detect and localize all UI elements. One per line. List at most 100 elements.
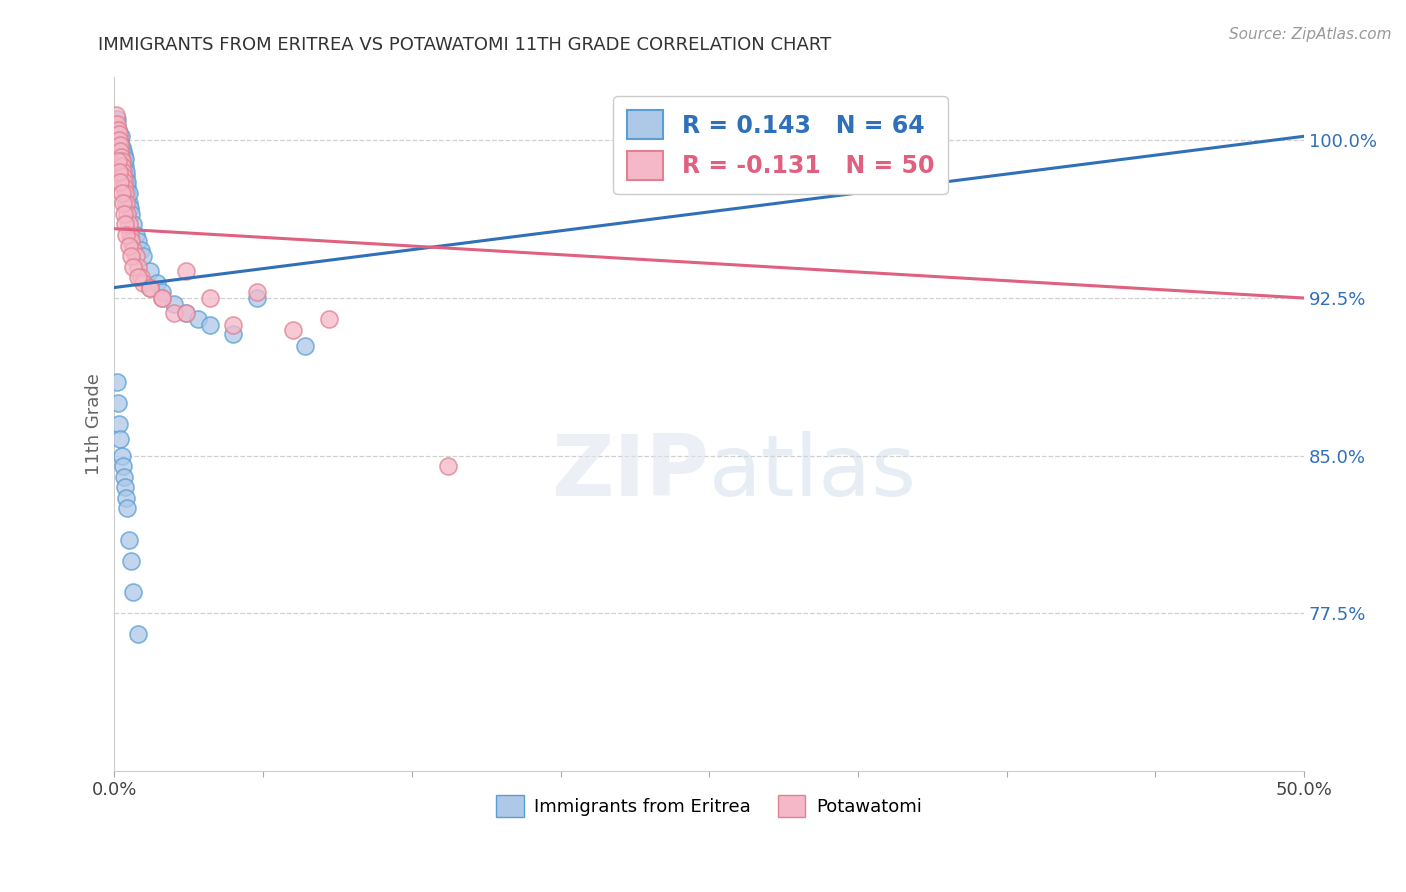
Point: [122, 218, 145, 232]
Point: [146, 277, 169, 291]
Legend: Immigrants from Eritrea, Potawatomi: Immigrants from Eritrea, Potawatomi: [489, 788, 929, 824]
Point: [122, 585, 145, 599]
Point: [108, 137, 131, 152]
Point: [108, 165, 131, 179]
Point: [118, 218, 141, 232]
Point: [110, 144, 132, 158]
Point: [436, 459, 458, 474]
Point: [107, 127, 129, 141]
Y-axis label: 11th Grade: 11th Grade: [86, 373, 103, 475]
Point: [120, 249, 142, 263]
Point: [118, 533, 141, 547]
Point: [105, 108, 128, 122]
Point: [117, 176, 139, 190]
Point: [150, 291, 173, 305]
Point: [120, 207, 142, 221]
Point: [174, 306, 197, 320]
Point: [115, 179, 138, 194]
Point: [114, 169, 136, 184]
Text: Source: ZipAtlas.com: Source: ZipAtlas.com: [1229, 27, 1392, 42]
Point: [108, 131, 131, 145]
Point: [105, 112, 128, 127]
Point: [118, 196, 141, 211]
Point: [246, 291, 269, 305]
Point: [105, 375, 128, 389]
Point: [115, 196, 138, 211]
Point: [110, 129, 132, 144]
Point: [108, 137, 131, 152]
Point: [120, 235, 142, 249]
Point: [110, 154, 132, 169]
Point: [127, 260, 149, 274]
Point: [111, 159, 134, 173]
Point: [222, 326, 245, 341]
Point: [115, 165, 138, 179]
Point: [125, 249, 148, 263]
Point: [118, 201, 141, 215]
Point: [118, 238, 141, 252]
Point: [112, 148, 135, 162]
Point: [110, 144, 132, 158]
Point: [118, 186, 141, 200]
Point: [112, 169, 135, 184]
Point: [174, 306, 197, 320]
Point: [132, 249, 155, 263]
Point: [129, 243, 152, 257]
Point: [115, 227, 138, 242]
Text: IMMIGRANTS FROM ERITREA VS POTAWATOMI 11TH GRADE CORRELATION CHART: IMMIGRANTS FROM ERITREA VS POTAWATOMI 11…: [98, 36, 832, 54]
Point: [112, 159, 135, 173]
Point: [294, 339, 316, 353]
Point: [139, 263, 162, 277]
Point: [125, 227, 148, 242]
Point: [114, 153, 136, 167]
Point: [129, 270, 152, 285]
Point: [111, 165, 134, 179]
Point: [163, 306, 186, 320]
Point: [111, 150, 134, 164]
Point: [132, 277, 155, 291]
Point: [111, 459, 134, 474]
Point: [198, 318, 221, 333]
Point: [110, 176, 132, 190]
Point: [127, 627, 149, 641]
Point: [110, 449, 132, 463]
Point: [150, 285, 173, 299]
Point: [281, 322, 304, 336]
Point: [110, 150, 132, 164]
Point: [105, 129, 128, 144]
Point: [122, 243, 145, 257]
Point: [117, 186, 139, 200]
Point: [108, 417, 131, 431]
Point: [112, 179, 135, 194]
Point: [105, 117, 128, 131]
Point: [107, 127, 129, 141]
Point: [104, 123, 127, 137]
Point: [112, 207, 135, 221]
Text: atlas: atlas: [709, 431, 917, 514]
Point: [222, 318, 245, 333]
Point: [107, 123, 129, 137]
Point: [111, 196, 134, 211]
Point: [114, 186, 136, 200]
Point: [107, 154, 129, 169]
Point: [110, 144, 132, 158]
Point: [118, 227, 141, 242]
Point: [174, 263, 197, 277]
Point: [115, 491, 138, 505]
Text: ZIP: ZIP: [551, 431, 709, 514]
Point: [110, 186, 132, 200]
Point: [163, 297, 186, 311]
Point: [120, 553, 142, 567]
Point: [115, 176, 138, 190]
Point: [112, 469, 135, 483]
Point: [107, 396, 129, 410]
Point: [117, 207, 139, 221]
Point: [187, 312, 209, 326]
Point: [150, 291, 173, 305]
Point: [114, 480, 136, 494]
Point: [112, 165, 135, 179]
Point: [105, 117, 128, 131]
Point: [127, 270, 149, 285]
Point: [198, 291, 221, 305]
Point: [110, 154, 132, 169]
